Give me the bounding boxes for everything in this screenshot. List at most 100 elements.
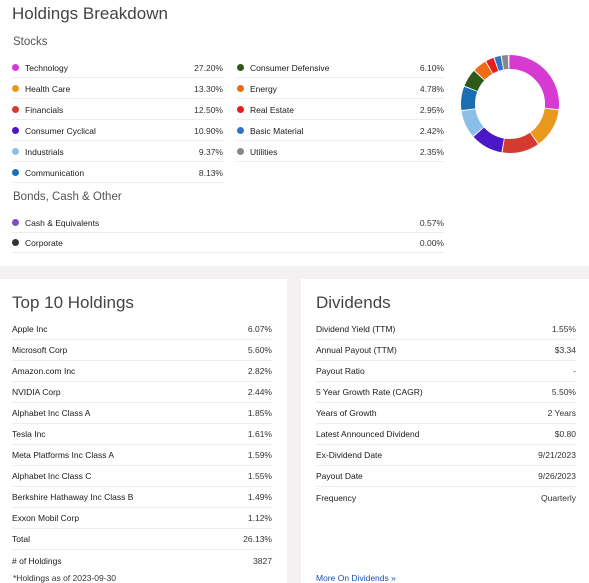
legend-dot [12, 85, 19, 92]
legend-row-consumer-cyclical: Consumer Cyclical 10.90% [12, 121, 223, 141]
dividend-row: Payout Date 9/26/2023 [316, 466, 576, 487]
legend-dot [12, 64, 19, 71]
legend-label: Technology [25, 62, 69, 73]
holding-weight: 2.44% [247, 387, 272, 397]
legend-label: Real Estate [250, 104, 294, 115]
legend-value: 4.78% [419, 83, 444, 94]
table-row: NVIDIA Corp 2.44% [12, 382, 272, 403]
dividend-value: $3.34 [554, 345, 576, 355]
legend-dot [237, 127, 244, 134]
legend-row-communication: Communication 8.13% [12, 163, 223, 183]
holding-name: NVIDIA Corp [12, 387, 61, 397]
legend-value: 27.20% [194, 62, 223, 73]
legend-label: Consumer Defensive [250, 62, 330, 73]
table-row: Apple Inc 6.07% [12, 319, 272, 340]
legend-dot [237, 148, 244, 155]
legend-label: Communication [25, 167, 85, 178]
legend-dot [12, 219, 19, 226]
dividend-label: Latest Announced Dividend [316, 429, 420, 439]
holding-name: Amazon.com Inc [12, 366, 76, 376]
dividend-value: - [573, 366, 576, 376]
legend-row-basic-material: Basic Material 2.42% [237, 121, 444, 141]
more-on-dividends-link[interactable]: More On Dividends » [316, 573, 396, 583]
legend-label: Utilities [250, 146, 278, 157]
holding-weight: 1.85% [247, 408, 272, 418]
legend-value: 2.95% [419, 104, 444, 115]
dividends-title: Dividends [316, 293, 391, 312]
holding-name: Alphabet Inc Class C [12, 471, 92, 481]
legend-label: Health Care [25, 83, 71, 94]
legend-label: Industrials [25, 146, 64, 157]
legend-row-energy: Energy 4.78% [237, 79, 444, 99]
dividend-value: 9/26/2023 [538, 471, 576, 481]
dividend-row: Years of Growth 2 Years [316, 403, 576, 424]
dividend-label: Ex-Dividend Date [316, 450, 383, 460]
donut-slice-technology [461, 55, 559, 153]
legend-label: Corporate [25, 237, 63, 248]
legend-dot [237, 64, 244, 71]
table-row: Berkshire Hathaway Inc Class B 1.49% [12, 487, 272, 508]
dividend-row: Payout Ratio - [316, 361, 576, 382]
dividend-row: 5 Year Growth Rate (CAGR) 5.50% [316, 382, 576, 403]
legend-dot [12, 106, 19, 113]
holding-name: Alphabet Inc Class A [12, 408, 91, 418]
table-row: Alphabet Inc Class C 1.55% [12, 466, 272, 487]
holdings-as-of-note: *Holdings as of 2023-09-30 [13, 573, 117, 583]
legend-row-consumer-defensive: Consumer Defensive 6.10% [237, 58, 444, 78]
legend-value: 2.42% [419, 125, 444, 136]
dividend-row: Ex-Dividend Date 9/21/2023 [316, 445, 576, 466]
dividend-value: 2 Years [547, 408, 576, 418]
holding-weight: 1.61% [247, 429, 272, 439]
holdings-breakdown-panel: Holdings Breakdown Stocks Technology 27.… [0, 0, 589, 266]
dividend-value: $0.80 [554, 429, 576, 439]
legend-row-health-care: Health Care 13.30% [12, 79, 223, 99]
donut-slice-financials [461, 55, 559, 153]
legend-row-financials: Financials 12.50% [12, 100, 223, 120]
holding-weight: 6.07% [247, 324, 272, 334]
holding-weight: 5.60% [247, 345, 272, 355]
bonds-cash-other-heading: Bonds, Cash & Other [13, 191, 122, 203]
table-row: Tesla Inc 1.61% [12, 424, 272, 445]
holdings-breakdown-title: Holdings Breakdown [12, 4, 168, 23]
dividend-label: Payout Ratio [316, 366, 365, 376]
legend-dot [12, 239, 19, 246]
holding-weight: 1.12% [247, 513, 272, 523]
legend-row-corporate: Corporate 0.00% [12, 233, 444, 253]
legend-row-cash-equivalents: Cash & Equivalents 0.57% [12, 213, 444, 233]
holding-name: Apple Inc [12, 324, 48, 334]
holdings-count-row: # of Holdings 3827 [12, 550, 272, 571]
legend-label: Basic Material [250, 125, 304, 136]
legend-dot [12, 127, 19, 134]
table-row: Microsoft Corp 5.60% [12, 340, 272, 361]
total-value: 26.13% [243, 534, 272, 544]
holding-name: Tesla Inc [12, 429, 46, 439]
legend-dot [12, 169, 19, 176]
dividend-row: Frequency Quarterly [316, 487, 576, 508]
legend-value: 12.50% [194, 104, 223, 115]
legend-row-real-estate: Real Estate 2.95% [237, 100, 444, 120]
legend-label: Financials [25, 104, 64, 115]
legend-value: 0.57% [419, 217, 444, 228]
legend-row-technology: Technology 27.20% [12, 58, 223, 78]
legend-value: 10.90% [194, 125, 223, 136]
dividend-row: Annual Payout (TTM) $3.34 [316, 340, 576, 361]
legend-value: 8.13% [198, 167, 223, 178]
legend-value: 2.35% [419, 146, 444, 157]
holding-name: Exxon Mobil Corp [12, 513, 80, 523]
holdings-count-label: # of Holdings [12, 555, 62, 566]
holding-weight: 1.59% [247, 450, 272, 460]
table-row: Amazon.com Inc 2.82% [12, 361, 272, 382]
legend-value: 13.30% [194, 83, 223, 94]
dividend-label: Years of Growth [316, 408, 377, 418]
holdings-donut-chart [461, 55, 559, 153]
holdings-count-value: 3827 [253, 555, 272, 566]
total-row: Total 26.13% [12, 529, 272, 550]
top-10-holdings-title: Top 10 Holdings [12, 293, 134, 312]
legend-row-industrials: Industrials 9.37% [12, 142, 223, 162]
dividend-label: Payout Date [316, 471, 363, 481]
table-row: Alphabet Inc Class A 1.85% [12, 403, 272, 424]
dividend-value: 9/21/2023 [538, 450, 576, 460]
dividend-value: 1.55% [551, 324, 576, 334]
legend-label: Cash & Equivalents [25, 217, 100, 228]
legend-value: 0.00% [419, 237, 444, 248]
